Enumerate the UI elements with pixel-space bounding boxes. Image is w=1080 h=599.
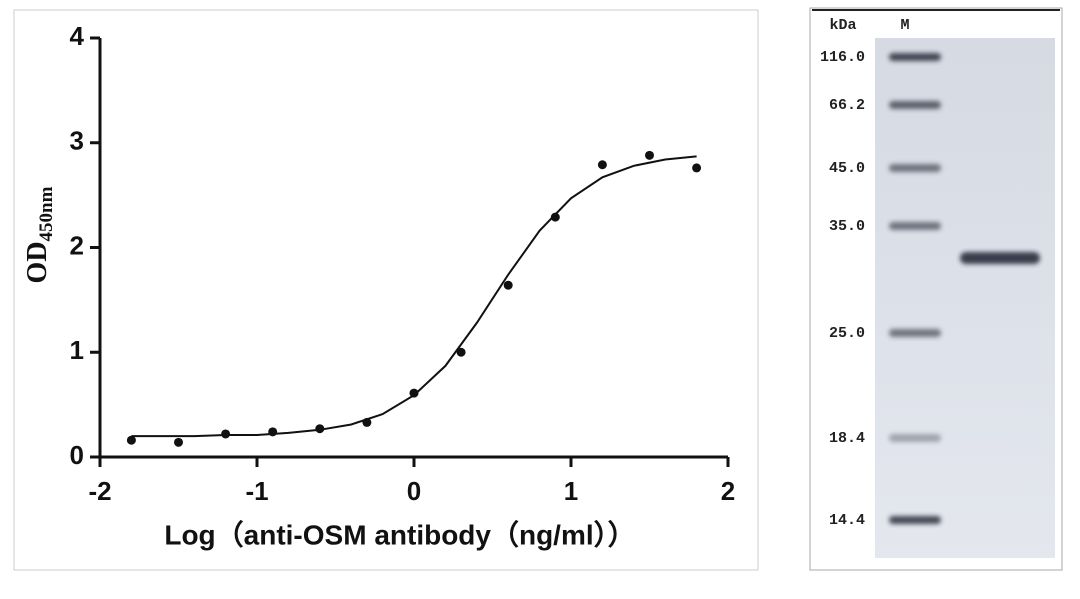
x-tick-label: -2 [88,476,111,506]
data-point [362,417,372,427]
y-tick-label: 2 [70,230,84,260]
plot: 0 1 2 3 4 -2 -1 0 1 2 Log（anti-OSM antibody（ng/ml）… [22,21,735,551]
sample-band [960,252,1040,264]
gel: kDa M 116.0 66.2 45.0 35.0 25.0 18.4 14.4 [820,17,1040,529]
data-point [550,212,560,222]
data-point [174,437,183,447]
data-point [692,163,702,173]
data-point [126,435,136,445]
marker-label: 66.2 [829,97,865,114]
x-tick-label: -1 [245,476,268,506]
data-point [645,150,654,160]
x-tick-label: 1 [564,476,578,506]
marker-label: 18.4 [829,430,865,447]
y-axis-label-text: OD450nm [22,186,57,283]
marker-band [889,101,941,109]
y-label-sub: 450nm [36,186,57,241]
y-axis-label: OD450nm [22,186,57,283]
marker-label: 45.0 [829,160,865,177]
marker-label: 116.0 [820,49,865,66]
x-tick-label: 2 [721,476,735,506]
data-point [597,160,607,170]
marker-band [889,222,941,230]
y-label-main: OD [22,241,53,283]
marker-label: 14.4 [829,512,865,529]
x-axis-label: Log（anti-OSM antibody（ng/ml）） [164,518,635,550]
y-tick-label: 3 [70,126,84,156]
y-tick-label: 0 [70,440,84,470]
data-point [503,280,513,290]
marker-label: 35.0 [829,218,865,235]
data-point [315,424,325,434]
gel-image [875,38,1055,558]
chart-panel [13,9,759,571]
marker-label: 25.0 [829,325,865,342]
gel-unit-label: kDa [829,17,856,34]
marker-band [889,329,941,337]
marker-band [889,53,941,61]
gel-lane-label: M [900,17,909,34]
y-tick-label: 1 [70,335,84,365]
marker-band [889,516,941,524]
data-point [409,388,419,398]
marker-band [889,164,941,172]
y-tick-label: 4 [70,21,85,51]
x-tick-label: 0 [407,476,421,506]
data-point [456,347,466,357]
data-point [221,429,231,439]
marker-band [889,434,941,442]
data-point [268,427,278,437]
